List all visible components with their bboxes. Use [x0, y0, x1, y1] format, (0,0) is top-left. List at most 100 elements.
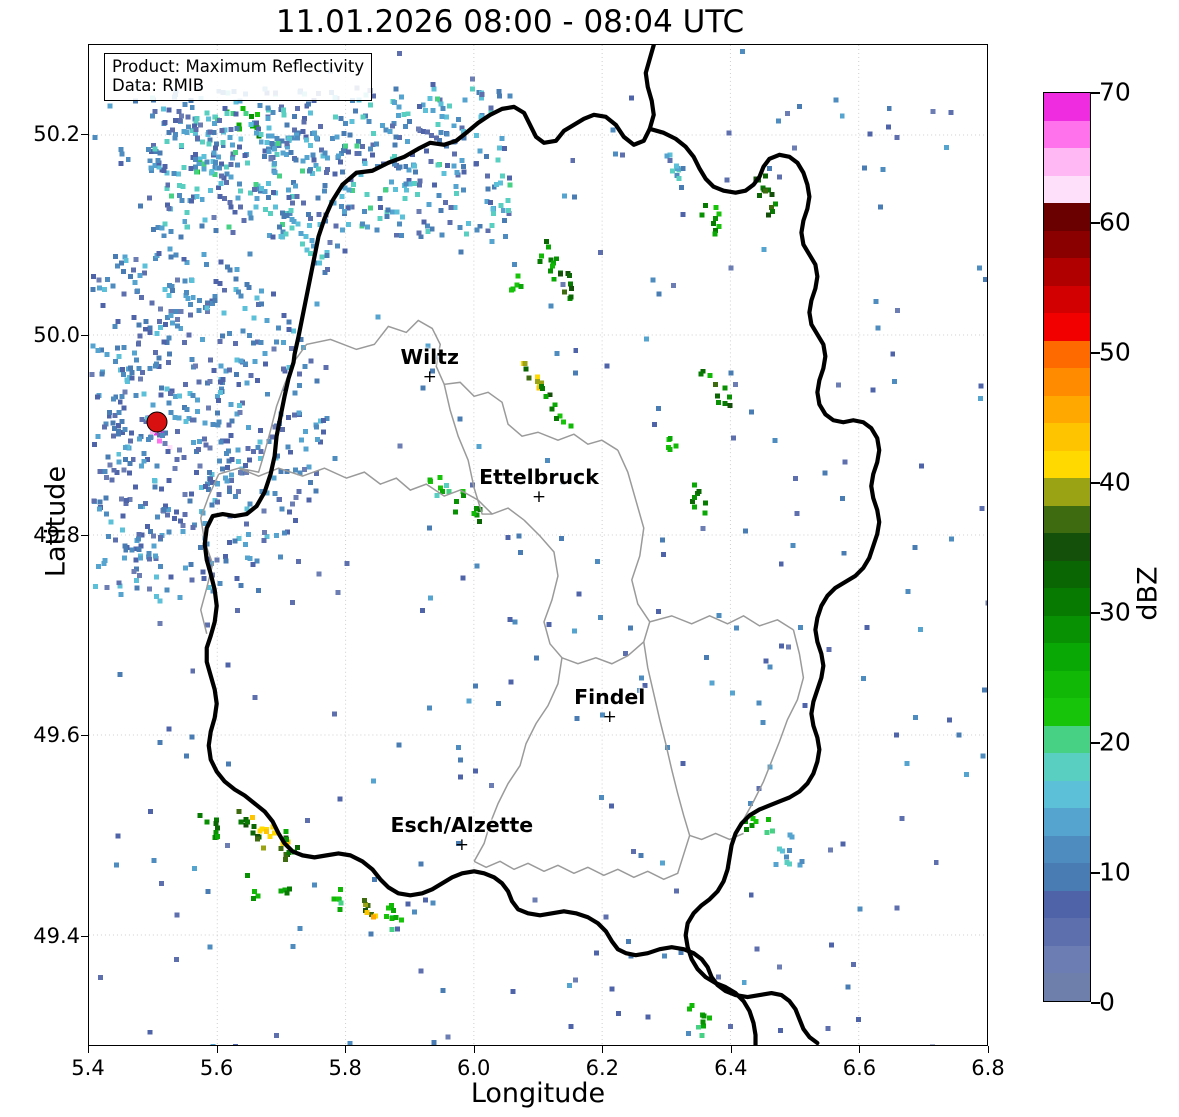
colorbar-band-3: [1044, 890, 1090, 919]
colorbar-tickmark-40: [1091, 482, 1100, 484]
colorbar-band-15: [1044, 560, 1090, 589]
colorbar-band-14: [1044, 588, 1090, 616]
colorbar-tickmark-20: [1091, 742, 1100, 744]
city-label-findel: Findel +: [574, 685, 646, 726]
colorbar-band-30: [1044, 148, 1090, 176]
city-name: Wiltz: [400, 344, 459, 369]
colorbar-label: dBZ: [1132, 566, 1164, 621]
city-cross-marker: +: [422, 366, 437, 387]
colorbar-band-5: [1044, 835, 1090, 864]
x-tickmark-6.0: [473, 1046, 475, 1053]
colorbar-tick-50: 50: [1099, 337, 1131, 367]
x-tick-6.8: 6.8: [971, 1056, 1005, 1080]
colorbar-band-18: [1044, 478, 1090, 506]
colorbar-band-22: [1044, 368, 1090, 396]
y-tick-50.2: 50.2: [33, 122, 80, 147]
y-axis-label: Latitude: [40, 465, 72, 578]
y-tickmark-49.4: [81, 935, 88, 937]
x-tick-5.8: 5.8: [328, 1056, 362, 1080]
y-tick-49.8: 49.8: [33, 522, 80, 547]
x-tickmark-5.8: [345, 1046, 347, 1053]
colorbar-band-9: [1044, 725, 1090, 754]
x-tick-5.4: 5.4: [71, 1056, 105, 1080]
colorbar-band-20: [1044, 423, 1090, 451]
info-box: Product: Maximum Reflectivity Data: RMIB: [104, 53, 373, 101]
x-tickmark-6.4: [730, 1046, 732, 1053]
colorbar-band-12: [1044, 643, 1090, 671]
colorbar-tick-40: 40: [1099, 467, 1131, 497]
figure-title: 11.01.2026 08:00 - 08:04 UTC: [275, 4, 745, 40]
x-tickmark-6.8: [988, 1046, 989, 1053]
colorbar-band-16: [1044, 533, 1090, 561]
y-tickmark-49.8: [81, 534, 88, 536]
colorbar-band-13: [1044, 615, 1090, 644]
colorbar-band-1: [1044, 945, 1090, 974]
colorbar-tickmark-0: [1091, 1002, 1100, 1004]
colorbar-tick-0: 0: [1099, 987, 1115, 1017]
colorbar-band-19: [1044, 450, 1090, 479]
colorbar-tickmark-30: [1091, 612, 1100, 614]
city-name: Ettelbruck: [479, 464, 599, 489]
y-tick-50.0: 50.0: [33, 322, 80, 347]
x-tickmark-5.4: [88, 1046, 89, 1053]
colorbar-band-17: [1044, 505, 1090, 534]
y-tickmark-50.2: [81, 134, 88, 136]
city-label-wiltz: Wiltz +: [400, 344, 459, 387]
colorbar-band-24: [1044, 313, 1090, 341]
y-tickmark-50.0: [81, 334, 88, 336]
info-data-line: Data: RMIB: [112, 76, 205, 96]
x-tickmark-6.6: [859, 1046, 861, 1053]
city-cross-marker: +: [454, 834, 469, 855]
x-tickmark-6.2: [602, 1046, 604, 1053]
y-tickmark-49.6: [81, 735, 88, 737]
colorbar-band-2: [1044, 918, 1090, 946]
grid-lines: [89, 45, 987, 1045]
x-tickmark-5.6: [216, 1046, 218, 1053]
district-borders: [199, 319, 805, 881]
x-tick-6.0: 6.0: [457, 1056, 491, 1080]
colorbar-band-10: [1044, 698, 1090, 726]
colorbar-band-25: [1044, 285, 1090, 314]
city-cross-marker: +: [531, 486, 547, 507]
map-plot-area[interactable]: Wiltz + Ettelbruck + Findel + Esch/Alzette + Pr…: [88, 44, 988, 1046]
city-name: Findel: [574, 685, 646, 710]
city-label-ettelbruck: Ettelbruck +: [479, 464, 599, 507]
x-tick-6.4: 6.4: [714, 1056, 748, 1080]
annotation-layer: Wiltz + Ettelbruck + Findel + Esch/Alzette +: [89, 45, 987, 1045]
colorbar-band-26: [1044, 258, 1090, 286]
colorbar-tickmark-50: [1091, 352, 1100, 354]
national-border: [202, 45, 882, 1045]
colorbar-band-11: [1044, 670, 1090, 699]
x-tick-5.6: 5.6: [199, 1056, 234, 1080]
y-tick-49.4: 49.4: [33, 923, 80, 948]
colorbar-tickmark-10: [1091, 872, 1100, 874]
colorbar-band-23: [1044, 340, 1090, 369]
colorbar-band-29: [1044, 175, 1090, 204]
city-name: Esch/Alzette: [390, 812, 534, 837]
colorbar-band-6: [1044, 808, 1090, 836]
colorbar-band-7: [1044, 780, 1090, 809]
colorbar-band-32: [1044, 93, 1090, 121]
info-product-line: Product: Maximum Reflectivity: [112, 57, 365, 76]
x-tick-6.6: 6.6: [842, 1056, 877, 1080]
colorbar-band-8: [1044, 753, 1090, 781]
city-label-esch-alzette: Esch/Alzette +: [390, 812, 534, 855]
colorbar-tick-30: 30: [1099, 597, 1131, 627]
colorbar-tick-60: 60: [1099, 207, 1131, 237]
colorbar-band-31: [1044, 120, 1090, 149]
x-axis-label: Longitude: [470, 1078, 606, 1109]
colorbar-tick-10: 10: [1099, 857, 1131, 887]
colorbar-band-28: [1044, 203, 1090, 231]
radar-site-marker[interactable]: [146, 411, 168, 433]
colorbar-tickmark-60: [1091, 222, 1100, 224]
colorbar-tickmark-70: [1091, 92, 1100, 94]
colorbar-band-21: [1044, 395, 1090, 424]
y-tick-49.6: 49.6: [33, 723, 80, 748]
colorbar-tick-20: 20: [1099, 727, 1131, 757]
colorbar-tick-70: 70: [1099, 77, 1131, 107]
map-borders-layer: [199, 45, 882, 1045]
colorbar: [1043, 92, 1091, 1002]
colorbar-band-0: [1044, 973, 1090, 1001]
x-tick-6.2: 6.2: [585, 1056, 619, 1080]
